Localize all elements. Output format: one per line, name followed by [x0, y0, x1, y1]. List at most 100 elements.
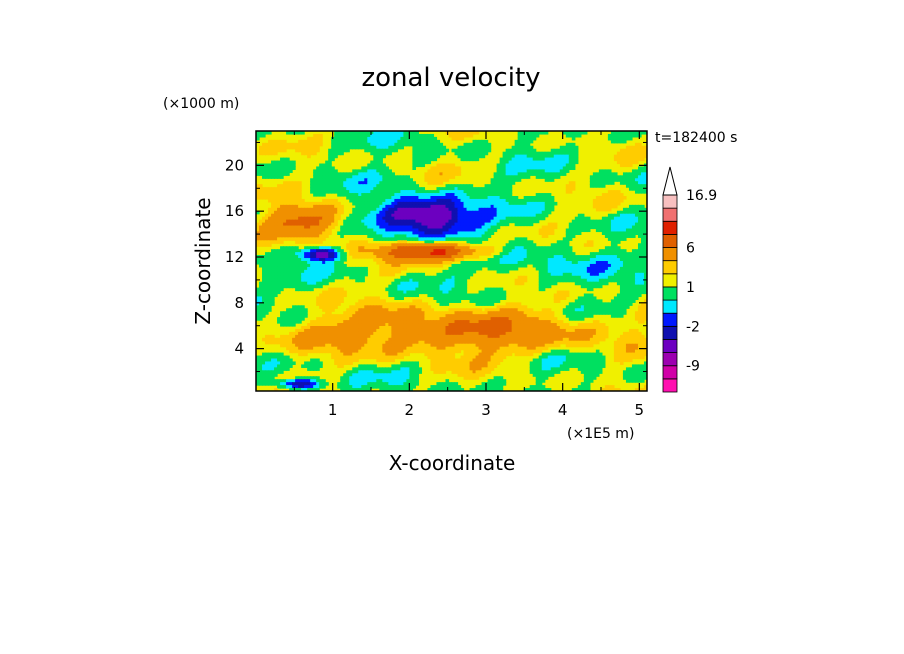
field-cell [448, 287, 453, 292]
field-cell [292, 255, 296, 259]
field-cell [499, 178, 504, 182]
field-cell [298, 145, 302, 150]
field-cell [439, 281, 444, 286]
field-cell [418, 284, 423, 289]
field-cell [310, 249, 314, 253]
field-cell [319, 237, 323, 241]
field-cell [454, 151, 459, 156]
field-cell [604, 269, 609, 274]
field-cell [595, 266, 600, 271]
field-cell [484, 210, 489, 215]
field-cell [409, 181, 413, 185]
field-cell [481, 201, 486, 206]
field-cell [370, 181, 374, 185]
field-cell [622, 284, 627, 289]
field-cell [337, 269, 341, 274]
field-cell [520, 131, 525, 135]
field-cell [544, 258, 549, 262]
field-cell [637, 252, 642, 256]
field-cell [550, 281, 555, 286]
field-cell [550, 261, 555, 265]
field-cell [499, 296, 504, 300]
field-cell [481, 290, 486, 295]
field-cell [625, 266, 630, 271]
field-cell [568, 184, 573, 188]
field-cell [418, 190, 423, 194]
field-cell [289, 210, 293, 215]
field-cell [583, 225, 588, 230]
field-cell [610, 269, 615, 274]
field-cell [565, 255, 570, 259]
field-cell [517, 151, 522, 156]
field-cell [571, 154, 576, 159]
field-cell [637, 207, 642, 212]
field-cell [532, 136, 537, 141]
field-cell [469, 228, 474, 233]
field-cell [637, 243, 642, 247]
field-cell [370, 160, 374, 165]
field-cell [430, 240, 435, 244]
field-cell [415, 281, 420, 286]
field-cell [592, 284, 597, 289]
field-cell [511, 157, 516, 162]
field-cell [607, 207, 612, 212]
field-cell [577, 296, 582, 300]
field-cell [460, 133, 465, 138]
field-cell [262, 293, 266, 298]
field-cell [322, 278, 326, 283]
field-cell [385, 246, 389, 250]
field-cell [634, 190, 639, 194]
field-cell [427, 293, 432, 298]
field-cell [316, 213, 320, 218]
field-cell [529, 201, 534, 206]
field-cell [499, 252, 504, 256]
field-cell [451, 281, 456, 286]
field-cell [427, 219, 432, 224]
field-cell [619, 175, 624, 179]
field-cell [277, 231, 281, 235]
field-cell [265, 145, 269, 150]
field-cell [349, 240, 353, 244]
field-cell [457, 201, 462, 206]
field-cell [400, 201, 404, 206]
field-cell [559, 290, 564, 295]
field-cell [418, 243, 423, 247]
field-cell [442, 222, 447, 227]
field-cell [289, 187, 293, 191]
field-cell [385, 204, 389, 209]
field-cell [496, 198, 501, 203]
field-cell [469, 261, 474, 265]
field-cell [406, 263, 410, 268]
field-cell [361, 269, 365, 274]
field-cell [352, 169, 356, 173]
field-cell [391, 287, 395, 292]
field-cell [391, 190, 395, 194]
field-cell [436, 246, 441, 250]
field-cell [430, 278, 435, 283]
field-cell [280, 231, 284, 235]
field-cell [382, 234, 386, 238]
field-cell [595, 281, 600, 286]
field-cell [316, 166, 320, 170]
field-cell [331, 190, 335, 194]
field-cell [301, 131, 305, 135]
field-cell [343, 222, 347, 227]
field-cell [322, 228, 326, 233]
field-cell [523, 255, 528, 259]
field-cell [631, 261, 636, 265]
field-cell [472, 148, 477, 153]
field-cell [406, 275, 410, 280]
field-cell [628, 187, 633, 191]
field-cell [610, 252, 615, 256]
field-cell [538, 157, 543, 162]
field-cell [265, 258, 269, 262]
field-cell [469, 154, 474, 159]
field-cell [460, 278, 465, 283]
field-cell [511, 207, 516, 212]
field-cell [310, 190, 314, 194]
field-cell [370, 213, 374, 218]
field-cell [322, 193, 326, 197]
field-cell [286, 201, 290, 206]
field-cell [493, 258, 498, 262]
field-cell [529, 133, 534, 138]
